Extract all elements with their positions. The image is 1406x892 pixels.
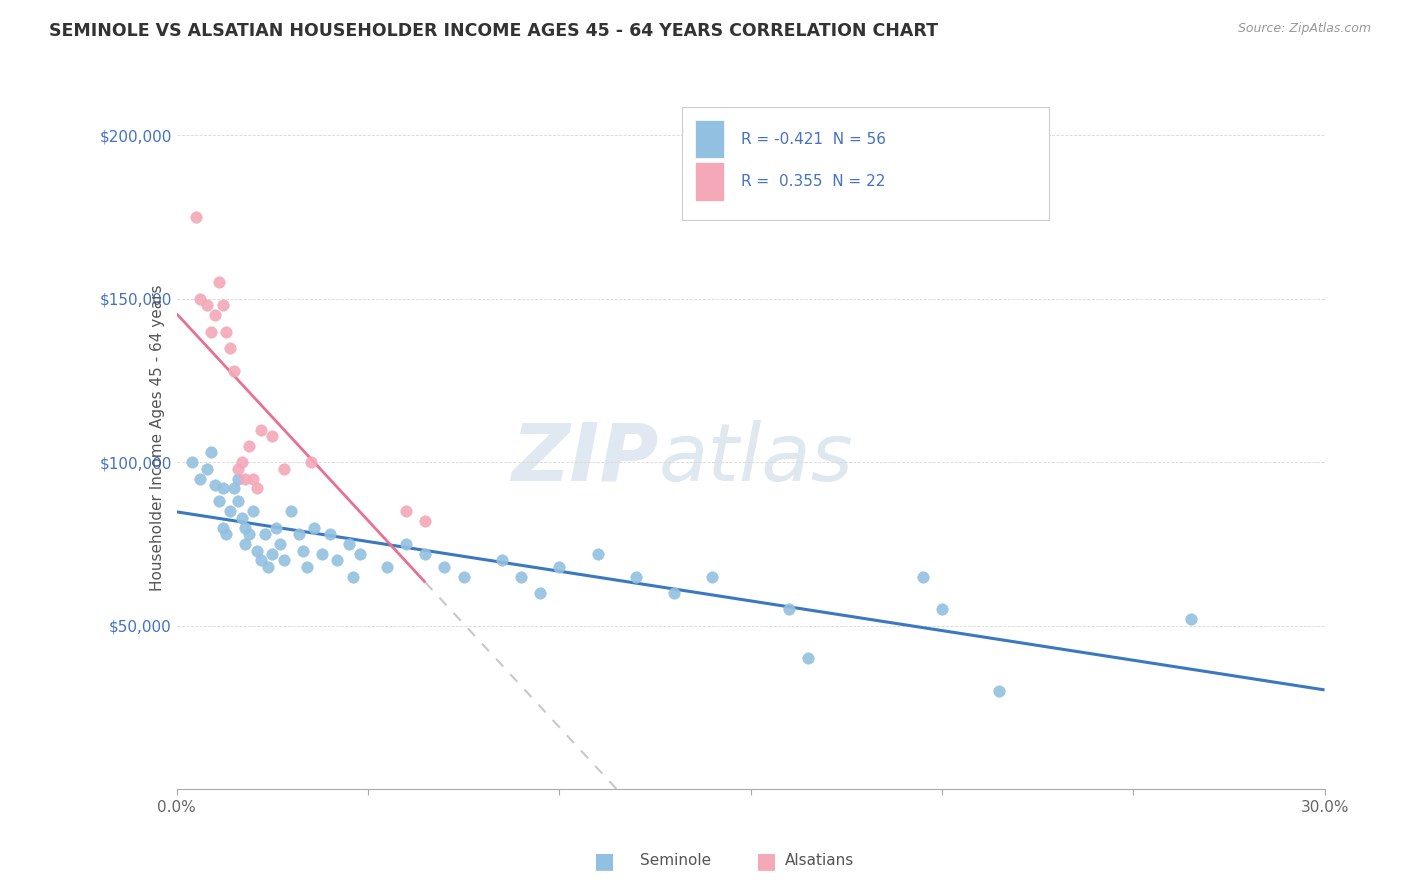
Point bbox=[395, 504, 418, 518]
Point bbox=[269, 537, 291, 551]
Point bbox=[235, 472, 257, 486]
Point bbox=[211, 482, 233, 496]
Point bbox=[349, 547, 371, 561]
Point bbox=[195, 462, 218, 476]
Point bbox=[257, 560, 280, 574]
Text: ■: ■ bbox=[756, 851, 776, 871]
Point bbox=[204, 308, 226, 322]
Point bbox=[200, 325, 222, 339]
Point bbox=[624, 569, 647, 583]
Point bbox=[304, 521, 326, 535]
Point bbox=[222, 482, 245, 496]
Point bbox=[180, 455, 202, 469]
Point bbox=[249, 553, 271, 567]
Text: atlas: atlas bbox=[659, 420, 853, 498]
Point bbox=[1180, 612, 1202, 626]
Point bbox=[510, 569, 533, 583]
Point bbox=[219, 504, 242, 518]
Point bbox=[231, 511, 253, 525]
Point bbox=[246, 543, 269, 558]
Point bbox=[246, 482, 269, 496]
Point bbox=[931, 602, 953, 616]
Point bbox=[337, 537, 360, 551]
Point bbox=[586, 547, 609, 561]
Point bbox=[253, 527, 276, 541]
Point bbox=[288, 527, 311, 541]
Point bbox=[204, 478, 226, 492]
Point bbox=[415, 547, 437, 561]
Point bbox=[264, 521, 287, 535]
Point bbox=[548, 560, 571, 574]
Point bbox=[238, 439, 260, 453]
Point bbox=[311, 547, 333, 561]
Point bbox=[273, 462, 295, 476]
Text: Source: ZipAtlas.com: Source: ZipAtlas.com bbox=[1237, 22, 1371, 36]
Text: SEMINOLE VS ALSATIAN HOUSEHOLDER INCOME AGES 45 - 64 YEARS CORRELATION CHART: SEMINOLE VS ALSATIAN HOUSEHOLDER INCOME … bbox=[49, 22, 938, 40]
Point bbox=[318, 527, 340, 541]
Point bbox=[299, 455, 322, 469]
Point bbox=[778, 602, 800, 616]
Point bbox=[797, 651, 820, 665]
Point bbox=[242, 504, 264, 518]
Point bbox=[342, 569, 364, 583]
Point bbox=[249, 423, 271, 437]
Text: ZIP: ZIP bbox=[512, 420, 659, 498]
Point bbox=[262, 547, 284, 561]
FancyBboxPatch shape bbox=[696, 162, 724, 201]
Point bbox=[988, 684, 1011, 698]
Point bbox=[326, 553, 349, 567]
Point bbox=[235, 521, 257, 535]
Point bbox=[235, 537, 257, 551]
Point bbox=[242, 472, 264, 486]
Point bbox=[415, 514, 437, 528]
Point bbox=[662, 586, 685, 600]
Point bbox=[295, 560, 318, 574]
Point bbox=[219, 341, 242, 355]
Text: R =  0.355  N = 22: R = 0.355 N = 22 bbox=[741, 174, 886, 189]
Point bbox=[226, 494, 249, 508]
Point bbox=[375, 560, 398, 574]
Point bbox=[188, 472, 211, 486]
Point bbox=[208, 276, 231, 290]
Text: R = -0.421  N = 56: R = -0.421 N = 56 bbox=[741, 131, 886, 146]
Point bbox=[491, 553, 513, 567]
Point bbox=[215, 325, 238, 339]
Point bbox=[911, 569, 934, 583]
Point bbox=[208, 494, 231, 508]
Point bbox=[238, 527, 260, 541]
Point bbox=[211, 521, 233, 535]
Point bbox=[433, 560, 456, 574]
Point bbox=[188, 292, 211, 306]
Point bbox=[211, 298, 233, 312]
Text: Seminole: Seminole bbox=[640, 854, 711, 868]
Text: Alsatians: Alsatians bbox=[785, 854, 853, 868]
Point bbox=[226, 472, 249, 486]
FancyBboxPatch shape bbox=[696, 120, 724, 159]
Point bbox=[215, 527, 238, 541]
Text: ■: ■ bbox=[595, 851, 614, 871]
Point bbox=[262, 429, 284, 443]
FancyBboxPatch shape bbox=[682, 107, 1049, 220]
Point bbox=[200, 445, 222, 459]
Y-axis label: Householder Income Ages 45 - 64 years: Householder Income Ages 45 - 64 years bbox=[150, 285, 166, 591]
Point bbox=[195, 298, 218, 312]
Point bbox=[702, 569, 724, 583]
Point bbox=[395, 537, 418, 551]
Point bbox=[453, 569, 475, 583]
Point bbox=[184, 210, 207, 224]
Point bbox=[222, 364, 245, 378]
Point bbox=[231, 455, 253, 469]
Point bbox=[529, 586, 551, 600]
Point bbox=[291, 543, 314, 558]
Point bbox=[273, 553, 295, 567]
Point bbox=[226, 462, 249, 476]
Point bbox=[280, 504, 302, 518]
